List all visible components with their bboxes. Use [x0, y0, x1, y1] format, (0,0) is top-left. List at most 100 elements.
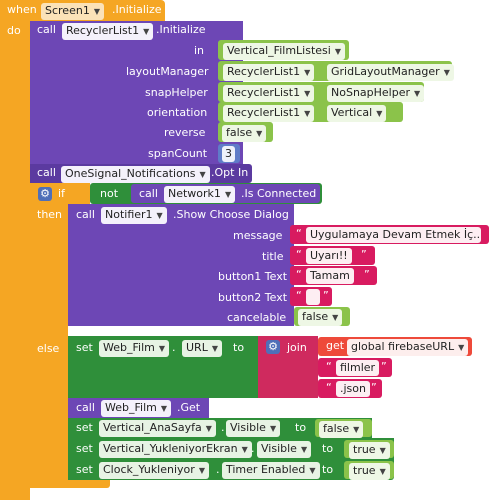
chevron-down-icon: ▼: [198, 466, 205, 475]
quote-open: “: [296, 248, 302, 261]
property-dropdown[interactable]: Visible ▼: [226, 420, 281, 437]
boolean-dropdown[interactable]: false ▼: [298, 309, 343, 326]
component-dropdown[interactable]: Clock_Yukleniyor ▼: [99, 462, 209, 479]
text-value[interactable]: filmler: [336, 360, 380, 376]
notifier-dialog-block[interactable]: [68, 204, 294, 326]
param-label: layoutManager: [126, 65, 209, 78]
value-dropdown[interactable]: Vertical ▼: [327, 105, 387, 122]
boolean-dropdown[interactable]: true ▼: [349, 463, 390, 480]
param-label: title: [262, 250, 284, 263]
notifier-component-dropdown[interactable]: Notifier1 ▼: [101, 207, 167, 224]
chevron-down-icon: ▼: [414, 89, 421, 98]
event-name: .Initialize: [112, 3, 162, 16]
onesignal-component-dropdown[interactable]: OneSignal_Notifications ▼: [61, 166, 210, 183]
then-keyword: then: [37, 208, 63, 221]
if-block[interactable]: [30, 183, 68, 483]
quote-close: ”: [323, 289, 329, 302]
get-keyword: get: [326, 339, 345, 352]
boolean-dropdown[interactable]: false ▼: [222, 125, 267, 142]
property-dropdown[interactable]: URL ▼: [182, 340, 222, 357]
chevron-down-icon: ▼: [93, 7, 100, 16]
chevron-down-icon: ▼: [443, 68, 450, 77]
screen-component-dropdown[interactable]: Screen1 ▼: [41, 3, 104, 20]
event-block-spine: [0, 0, 30, 500]
param-label: button2 Text: [218, 291, 288, 304]
quote-open: “: [326, 360, 332, 373]
chevron-down-icon: ▼: [199, 170, 206, 179]
chevron-down-icon: ▼: [309, 466, 316, 475]
text-value[interactable]: .json: [336, 381, 370, 397]
method-name: .Get: [177, 401, 201, 414]
text-value[interactable]: [306, 289, 320, 305]
web-film-component-dropdown[interactable]: Web_Film ▼: [99, 340, 169, 357]
param-label: cancelable: [227, 311, 287, 324]
text-value[interactable]: Uyarı!!: [306, 248, 352, 264]
gear-icon[interactable]: ⚙: [38, 187, 52, 201]
chevron-down-icon: ▼: [224, 190, 232, 199]
quote-open: “: [296, 289, 302, 302]
chevron-down-icon: ▼: [332, 313, 339, 322]
param-label: button1 Text: [218, 270, 288, 283]
variable-dropdown[interactable]: global firebaseURL ▼: [347, 339, 469, 356]
component-dropdown[interactable]: Vertical_AnaSayfa ▼: [99, 420, 216, 437]
chevron-down-icon: ▼: [158, 344, 165, 353]
component-dropdown[interactable]: Vertical_FilmListesi ▼: [223, 43, 345, 60]
gear-icon[interactable]: ⚙: [266, 340, 280, 354]
chevron-down-icon: ▼: [205, 424, 212, 433]
value-dropdown[interactable]: NoSnapHelper ▼: [327, 85, 425, 102]
chevron-down-icon: ▼: [160, 404, 167, 413]
chevron-down-icon: ▼: [304, 109, 311, 118]
set-keyword: set: [76, 421, 93, 434]
method-name: .Opt In: [211, 166, 249, 179]
not-keyword: not: [100, 187, 119, 200]
quote-open: “: [326, 381, 332, 394]
quote-close: ”: [364, 268, 370, 281]
network-component-dropdown[interactable]: Network1 ▼: [164, 186, 236, 203]
set-keyword: set: [76, 442, 93, 455]
call-keyword: call: [76, 208, 95, 221]
to-keyword: to: [322, 463, 334, 476]
component-dropdown[interactable]: RecyclerList1 ▼: [223, 105, 315, 122]
call-keyword: call: [37, 23, 56, 36]
text-value[interactable]: Uygulamaya Devam Etmek İç...: [306, 227, 481, 243]
set-keyword: set: [76, 463, 93, 476]
chevron-down-icon: ▼: [256, 129, 263, 138]
boolean-dropdown[interactable]: true ▼: [349, 442, 390, 459]
property-dropdown[interactable]: Visible ▼: [257, 441, 312, 458]
when-keyword: when: [7, 3, 37, 16]
param-label: orientation: [147, 106, 208, 119]
recycler-component-dropdown[interactable]: RecyclerList1 ▼: [62, 23, 154, 40]
boolean-dropdown[interactable]: false ▼: [319, 421, 364, 438]
chevron-down-icon: ▼: [269, 424, 277, 433]
property-dropdown[interactable]: Timer Enabled ▼: [222, 462, 320, 479]
method-name: .Is Connected: [241, 187, 317, 200]
component-dropdown[interactable]: Vertical_YukleniyorEkran ▼: [99, 441, 252, 458]
if-block-footer: [30, 480, 110, 488]
web-film-component-dropdown[interactable]: Web_Film ▼: [101, 400, 171, 417]
dot-separator: .: [216, 463, 220, 476]
quote-close: ”: [361, 248, 367, 261]
text-value[interactable]: Tamam: [306, 268, 354, 284]
component-dropdown[interactable]: RecyclerList1 ▼: [223, 85, 315, 102]
chevron-down-icon: ▼: [156, 211, 163, 220]
param-label: message: [233, 229, 283, 242]
dot-separator: .: [251, 442, 255, 455]
chevron-down-icon: ▼: [334, 47, 341, 56]
chevron-down-icon: ▼: [458, 343, 465, 352]
param-label: snapHelper: [145, 86, 208, 99]
chevron-down-icon: ▼: [241, 445, 248, 454]
number-value[interactable]: 3: [222, 146, 235, 162]
value-dropdown[interactable]: GridLayoutManager ▼: [327, 64, 454, 81]
chevron-down-icon: ▼: [379, 467, 386, 476]
component-dropdown[interactable]: RecyclerList1 ▼: [223, 64, 315, 81]
param-label: in: [194, 44, 205, 57]
quote-open: “: [296, 268, 302, 281]
chevron-down-icon: ▼: [211, 344, 218, 353]
if-keyword: if: [58, 187, 65, 200]
set-keyword: set: [76, 341, 93, 354]
chevron-down-icon: ▼: [300, 445, 308, 454]
recycler-initialize-block[interactable]: [30, 21, 243, 164]
param-label: reverse: [164, 126, 206, 139]
chevron-down-icon: ▼: [304, 89, 311, 98]
chevron-down-icon: ▼: [143, 27, 150, 36]
